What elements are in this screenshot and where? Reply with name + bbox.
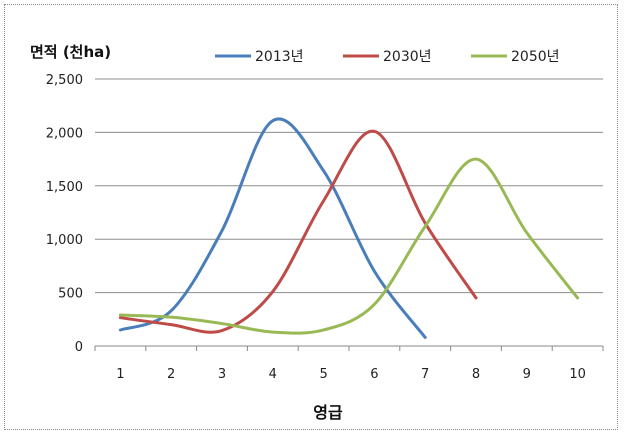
x-tick-label: 4 (269, 367, 277, 382)
y-tick-label: 0 (75, 340, 83, 355)
x-tick-label: 6 (370, 367, 378, 382)
x-tick-label: 8 (472, 367, 480, 382)
series-line-1 (118, 117, 427, 339)
legend-label: 2050년 (511, 49, 560, 65)
chart-frame (4, 4, 618, 430)
x-tick-label: 7 (421, 367, 429, 382)
y-tick-label: 500 (58, 287, 83, 302)
series-line-2 (118, 129, 478, 334)
y-axis-title: 면적 (천ha) (30, 43, 111, 61)
x-tick-label: 10 (569, 367, 586, 382)
y-tick-label: 2,000 (46, 126, 83, 141)
y-tick-label: 1,500 (46, 180, 83, 195)
x-tick-label: 5 (319, 367, 327, 382)
x-tick-label: 2 (167, 367, 175, 382)
legend-label: 2013년 (255, 49, 304, 65)
x-tick-label: 9 (523, 367, 531, 382)
x-axis-ticks (94, 346, 604, 351)
x-axis-tick-labels: 1 2 3 4 5 6 7 8 9 10 (116, 367, 586, 382)
series-line-3 (118, 157, 580, 335)
gridlines (95, 78, 603, 294)
y-axis-tick-labels: 0 500 1,000 1,500 2,000 2,500 (46, 73, 83, 355)
legend-label: 2030년 (383, 49, 432, 65)
x-tick-label: 1 (116, 367, 124, 382)
y-tick-label: 2,500 (46, 73, 83, 88)
series-lines (118, 117, 580, 339)
legend: 2013년 2030년 2050년 (215, 49, 560, 65)
x-tick-label: 3 (218, 367, 226, 382)
x-axis-title: 영급 (313, 403, 343, 422)
y-tick-label: 1,000 (46, 233, 83, 248)
